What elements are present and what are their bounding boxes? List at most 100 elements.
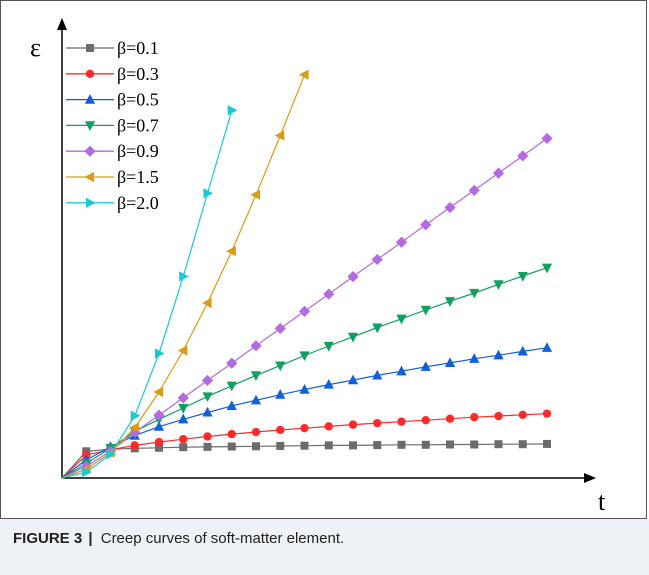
data-point xyxy=(397,417,406,426)
legend-item: β=0.5 xyxy=(66,90,159,110)
data-point xyxy=(517,150,529,162)
data-point xyxy=(153,386,164,398)
data-point xyxy=(201,297,212,309)
data-point xyxy=(202,406,213,417)
data-point xyxy=(227,429,236,439)
data-point xyxy=(494,411,503,421)
data-point xyxy=(494,440,503,449)
data-point xyxy=(323,341,334,352)
legend-marker xyxy=(85,197,96,208)
data-point xyxy=(469,353,480,363)
data-point xyxy=(252,442,260,451)
legend-label: β=0.9 xyxy=(117,141,159,161)
legend: β=0.1 β=0.3 β=0.5 β=0.7 β=0.9 β=1.5 β=2.0 xyxy=(66,38,159,213)
data-point xyxy=(178,413,189,424)
data-point xyxy=(276,441,285,450)
data-point xyxy=(226,381,237,392)
figure-caption-text: Creep curves of soft-matter element. xyxy=(100,530,345,547)
data-point xyxy=(444,357,456,368)
data-point xyxy=(541,342,553,352)
data-point xyxy=(493,280,504,290)
axes: t ε xyxy=(30,18,606,516)
data-point xyxy=(274,130,285,141)
legend-item: β=0.7 xyxy=(66,115,159,135)
data-point xyxy=(250,371,262,381)
data-point xyxy=(396,365,407,376)
data-point xyxy=(396,314,407,325)
data-point xyxy=(470,440,479,449)
legend-marker xyxy=(84,171,95,183)
data-point xyxy=(324,441,333,450)
data-point xyxy=(177,345,188,356)
data-point xyxy=(226,400,237,411)
data-point xyxy=(420,219,432,231)
data-point xyxy=(227,442,236,451)
legend-label: β=0.7 xyxy=(117,115,159,135)
data-point xyxy=(298,305,311,317)
data-point xyxy=(543,439,551,448)
series-5 xyxy=(61,132,553,479)
data-point xyxy=(347,271,359,283)
data-point xyxy=(469,288,480,299)
data-point xyxy=(444,297,456,307)
data-point xyxy=(347,374,359,385)
data-point xyxy=(201,374,214,387)
data-point xyxy=(420,361,431,371)
y-axis-label: ε xyxy=(30,33,41,62)
series-1 xyxy=(61,439,551,479)
data-point xyxy=(299,351,310,362)
chart-svg: t ε β=0.1 β=0.3 β=0.5 β=0.7 β=0.9 β=1.5 β=2.0 xyxy=(30,18,606,516)
data-point xyxy=(421,440,430,449)
legend-label: β=0.3 xyxy=(117,64,159,84)
data-point xyxy=(227,105,238,116)
data-point xyxy=(106,449,117,460)
legend-marker xyxy=(84,121,96,131)
data-point xyxy=(300,441,309,450)
data-point xyxy=(129,422,139,433)
data-point xyxy=(275,361,286,372)
data-point xyxy=(276,425,285,435)
figure-frame xyxy=(0,0,647,519)
data-point xyxy=(154,437,164,447)
data-point xyxy=(349,441,357,450)
legend-item: β=0.9 xyxy=(66,141,159,161)
data-point xyxy=(203,442,212,451)
data-point xyxy=(324,422,333,431)
data-point xyxy=(493,349,504,360)
data-point xyxy=(202,392,213,403)
data-point xyxy=(373,441,382,450)
data-point xyxy=(226,246,236,257)
figure-label: FIGURE 3 xyxy=(13,530,83,547)
legend-item: β=0.1 xyxy=(66,38,159,58)
data-point xyxy=(251,427,261,437)
data-point xyxy=(203,432,212,441)
data-point xyxy=(82,466,92,478)
data-point xyxy=(517,345,528,356)
data-point xyxy=(444,201,456,214)
data-point xyxy=(154,348,165,359)
legend-marker xyxy=(84,145,96,157)
data-point xyxy=(347,332,359,343)
data-point xyxy=(468,184,480,196)
data-point xyxy=(395,236,408,248)
legend-marker xyxy=(85,69,95,79)
series-line xyxy=(61,110,233,479)
data-point xyxy=(179,271,189,282)
legend-item: β=0.3 xyxy=(66,64,159,84)
legend-marker xyxy=(84,94,96,104)
data-point xyxy=(470,413,479,422)
series-3 xyxy=(61,342,553,479)
data-point xyxy=(177,392,189,404)
data-point xyxy=(323,378,334,389)
data-point xyxy=(445,414,455,423)
data-point xyxy=(372,369,383,380)
figure-caption: FIGURE 3 | Creep curves of soft-matter e… xyxy=(13,530,344,547)
data-point xyxy=(179,434,188,444)
data-point xyxy=(421,415,430,425)
legend-item: β=2.0 xyxy=(66,193,159,213)
data-point xyxy=(348,420,358,429)
data-point xyxy=(178,403,189,414)
data-point xyxy=(300,423,309,433)
x-axis-arrow xyxy=(584,473,596,483)
data-point xyxy=(517,271,528,282)
